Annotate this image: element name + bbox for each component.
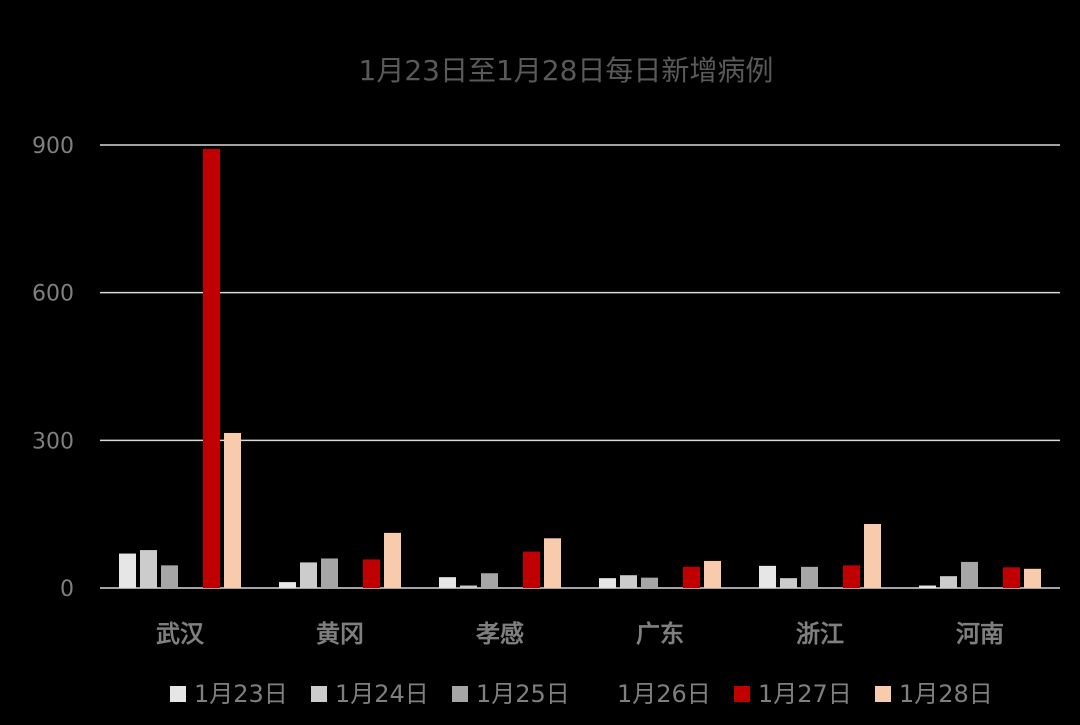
legend-swatch — [170, 686, 186, 702]
x-category-label: 黄冈 — [316, 620, 364, 648]
bar-2-4 — [620, 575, 637, 588]
legend-label: 1月25日 — [476, 680, 570, 708]
gridlines — [100, 144, 1060, 589]
x-category-label: 广东 — [636, 620, 684, 648]
bar-1-3 — [439, 577, 456, 588]
x-category-label: 武汉 — [156, 620, 205, 648]
legend-label: 1月26日 — [617, 680, 711, 708]
bar-3-2 — [321, 558, 338, 588]
bar-5-4 — [683, 566, 700, 588]
bar-6-6 — [1024, 568, 1041, 588]
bar-6-5 — [864, 524, 881, 588]
bar-2-6 — [940, 576, 957, 588]
legend-swatch — [311, 686, 327, 702]
legend-swatch — [734, 686, 750, 702]
y-tick-label: 0 — [60, 577, 74, 602]
bar-1-5 — [759, 565, 776, 588]
bar-5-3 — [523, 551, 540, 588]
bar-6-4 — [704, 560, 721, 588]
bar-5-1 — [203, 148, 220, 588]
y-axis-ticks: 0 300 600 900 — [32, 134, 74, 602]
bars — [119, 148, 1041, 588]
bar-2-2 — [300, 562, 317, 588]
bar-1-6 — [919, 585, 936, 588]
bar-2-3 — [460, 585, 477, 588]
bar-2-5 — [780, 578, 797, 588]
bar-6-3 — [544, 538, 561, 588]
bar-5-5 — [843, 565, 860, 588]
y-tick-label: 900 — [32, 134, 74, 159]
legend-swatch — [452, 686, 468, 702]
y-tick-label: 600 — [32, 282, 74, 307]
bar-1-2 — [279, 582, 296, 588]
bar-6-2 — [384, 532, 401, 588]
bar-3-6 — [961, 561, 978, 588]
bar-5-2 — [363, 559, 380, 588]
bar-5-6 — [1003, 567, 1020, 588]
legend: 1月23日 1月24日 1月25日 1月26日 1月27日 1月28日 — [170, 680, 993, 708]
legend-swatch — [875, 686, 891, 702]
bar-1-4 — [599, 578, 616, 588]
bar-3-5 — [801, 566, 818, 588]
chart-title: 1月23日至1月28日每日新增病例 — [359, 54, 774, 87]
x-axis-categories: 武汉 黄冈 孝感 广东 浙江 河南 — [156, 620, 1004, 648]
bar-2-1 — [140, 550, 157, 588]
legend-label: 1月28日 — [899, 680, 993, 708]
legend-swatch — [593, 686, 609, 702]
x-category-label: 孝感 — [476, 620, 524, 648]
bar-3-4 — [641, 577, 658, 588]
legend-label: 1月24日 — [335, 680, 429, 708]
x-category-label: 河南 — [956, 620, 1004, 648]
bar-1-1 — [119, 553, 136, 588]
legend-label: 1月27日 — [758, 680, 852, 708]
bar-3-1 — [161, 565, 178, 588]
legend-label: 1月23日 — [194, 680, 288, 708]
y-tick-label: 300 — [32, 429, 74, 454]
bar-6-1 — [224, 432, 241, 588]
bar-3-3 — [481, 573, 498, 588]
x-category-label: 浙江 — [796, 620, 844, 648]
